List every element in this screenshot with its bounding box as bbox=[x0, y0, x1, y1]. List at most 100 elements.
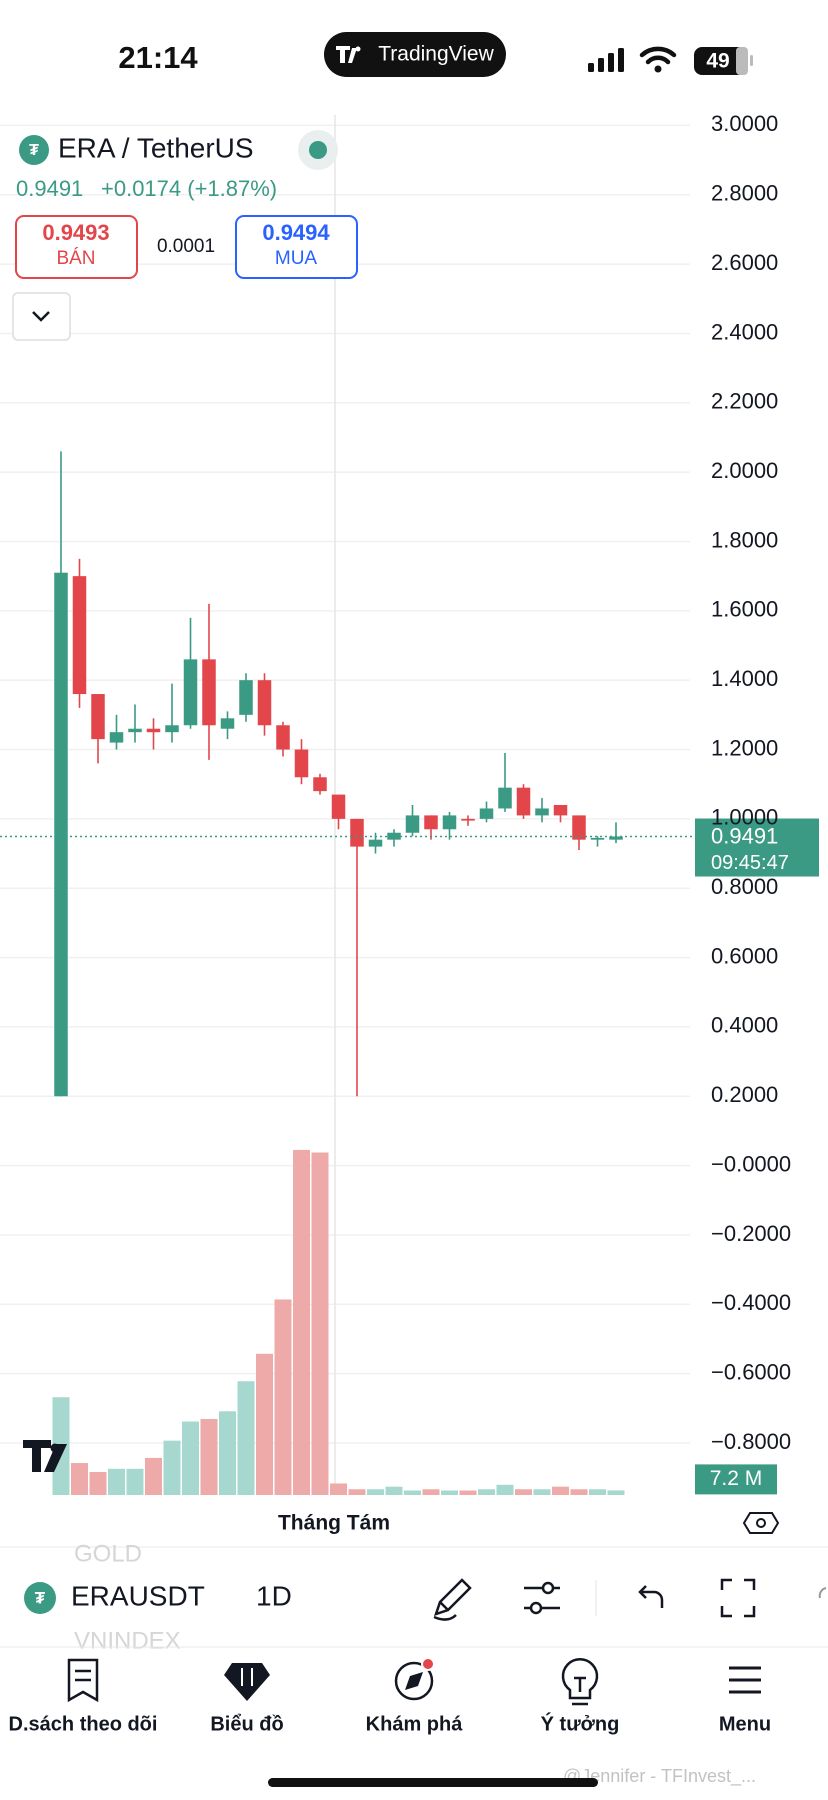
nav-label[interactable]: Ý tưởng bbox=[541, 1711, 620, 1735]
volume-bar bbox=[459, 1490, 477, 1495]
candle-body bbox=[72, 576, 87, 695]
volume-bar bbox=[404, 1490, 421, 1495]
x-axis-label: Tháng Tám bbox=[278, 1512, 390, 1535]
symbol-title: ERA / TetherUS bbox=[58, 132, 254, 163]
price-change: +0.0174 (+1.87%) bbox=[101, 176, 277, 201]
undo[interactable] bbox=[638, 1585, 664, 1608]
nav-icon-ideas[interactable] bbox=[561, 1658, 599, 1706]
y-tick-label: 1.6000 bbox=[711, 597, 778, 622]
y-tick-label: −0.0000 bbox=[711, 1151, 791, 1176]
app-badge: TradingView bbox=[378, 43, 494, 66]
y-tick-label: 2.2000 bbox=[711, 389, 778, 414]
y-tick-label: 2.4000 bbox=[711, 319, 778, 344]
ghost-symbol: VNINDEX bbox=[74, 1627, 181, 1654]
nav-icon-explore-needle bbox=[405, 1672, 423, 1690]
volume-bar bbox=[330, 1483, 347, 1495]
nav-label[interactable]: Khám phá bbox=[366, 1713, 464, 1735]
volume-bar bbox=[570, 1489, 588, 1495]
candle-body bbox=[405, 815, 420, 833]
nav-bar: D.sách theo dõi Biểu đồ Khám phá Ý tưởng Men… bbox=[9, 1711, 772, 1735]
nav-icon-chart-candles bbox=[241, 1668, 253, 1686]
draw-tool[interactable] bbox=[433, 1578, 472, 1621]
coin-glyph: ₮ bbox=[29, 142, 39, 159]
sell-button[interactable] bbox=[15, 215, 138, 279]
y-tick-label: 0.8000 bbox=[711, 874, 778, 899]
tv-logo-small bbox=[336, 46, 357, 63]
volume-bar bbox=[496, 1484, 514, 1495]
countdown: 09:45:47 bbox=[711, 852, 789, 874]
nav-icon-menu[interactable] bbox=[729, 1666, 761, 1694]
battery-tip bbox=[750, 55, 753, 66]
spread: 0.0001 bbox=[157, 236, 215, 257]
signal-icon bbox=[588, 48, 624, 72]
y-tick-label: 0.6000 bbox=[711, 943, 778, 968]
volume-bar bbox=[533, 1489, 551, 1495]
volume-label: 7.2 M bbox=[710, 1467, 763, 1490]
buy-label: MUA bbox=[275, 248, 318, 269]
nav-label[interactable]: D.sách theo dõi bbox=[9, 1713, 158, 1735]
volume-bar bbox=[293, 1149, 310, 1495]
indicators-tool[interactable] bbox=[524, 1581, 560, 1615]
sell-price: 0.9493 bbox=[42, 220, 109, 245]
market-status[interactable] bbox=[309, 141, 327, 159]
buy-button[interactable] bbox=[235, 215, 358, 279]
volume-tag bbox=[695, 1464, 777, 1495]
grid bbox=[0, 124, 690, 1444]
volume-bar bbox=[589, 1489, 606, 1495]
wifi-icon bbox=[639, 46, 677, 65]
sell-label: BÁN bbox=[56, 248, 95, 269]
settings-icon[interactable] bbox=[742, 1512, 780, 1534]
y-tick-label: −0.6000 bbox=[711, 1359, 791, 1384]
candle-body bbox=[109, 732, 124, 743]
nav-icon-watchlist[interactable] bbox=[67, 1658, 99, 1703]
candle-body bbox=[220, 718, 235, 729]
candle-body bbox=[498, 787, 512, 809]
toolbar-symbol[interactable]: ERAUSDT bbox=[71, 1580, 205, 1611]
nav-icon-explore[interactable] bbox=[394, 1661, 434, 1701]
y-tick-label: 1.8000 bbox=[711, 527, 778, 552]
candle-body bbox=[276, 725, 290, 750]
candle-body bbox=[146, 728, 161, 733]
candle-body bbox=[461, 818, 475, 821]
volume-bar bbox=[108, 1468, 125, 1495]
volume-bar bbox=[145, 1457, 162, 1495]
candle-body bbox=[239, 680, 253, 715]
y-tick-label: −0.2000 bbox=[711, 1221, 791, 1246]
nav-label[interactable]: Biểu đồ bbox=[210, 1713, 283, 1735]
last-price-label: 0.9491 bbox=[711, 823, 778, 848]
notification-dot bbox=[421, 1657, 435, 1671]
collapse-button[interactable] bbox=[12, 292, 71, 341]
ghost-symbol: GOLD bbox=[74, 1540, 142, 1567]
tv-logo-dot bbox=[355, 46, 361, 52]
candle-body bbox=[331, 794, 346, 819]
y-tick-label: 0.2000 bbox=[711, 1082, 778, 1107]
candle-body bbox=[442, 815, 457, 830]
coin-icon bbox=[19, 135, 49, 165]
y-tick-label: 2.6000 bbox=[711, 250, 778, 275]
nav-icon-chart[interactable] bbox=[224, 1663, 270, 1701]
volume-bar bbox=[256, 1353, 273, 1495]
volume-bar bbox=[552, 1486, 569, 1495]
volume-bar bbox=[385, 1486, 403, 1495]
volume-bar bbox=[219, 1411, 236, 1495]
candle-body bbox=[202, 659, 216, 726]
tv-logo-dot bbox=[50, 1443, 60, 1453]
app-badge-bg bbox=[324, 32, 506, 77]
candle-body bbox=[183, 659, 198, 726]
candle-body bbox=[553, 805, 568, 816]
volume-bar bbox=[367, 1489, 384, 1495]
battery-body bbox=[694, 47, 748, 75]
interval[interactable]: 1D bbox=[256, 1580, 292, 1611]
candle-body bbox=[128, 728, 142, 733]
nav-label[interactable]: Menu bbox=[719, 1713, 771, 1735]
candle-body bbox=[165, 725, 179, 733]
y-tick-label: 0.4000 bbox=[711, 1013, 778, 1038]
candle-body bbox=[609, 836, 623, 840]
wifi-dot bbox=[654, 65, 662, 73]
y-tick-label: 1.0000 bbox=[711, 805, 778, 830]
fullscreen[interactable] bbox=[720, 1578, 756, 1618]
candle-body bbox=[516, 787, 531, 816]
volume-bar bbox=[71, 1463, 88, 1495]
y-tick-label: 2.0000 bbox=[711, 458, 778, 483]
candle-body bbox=[294, 749, 309, 778]
